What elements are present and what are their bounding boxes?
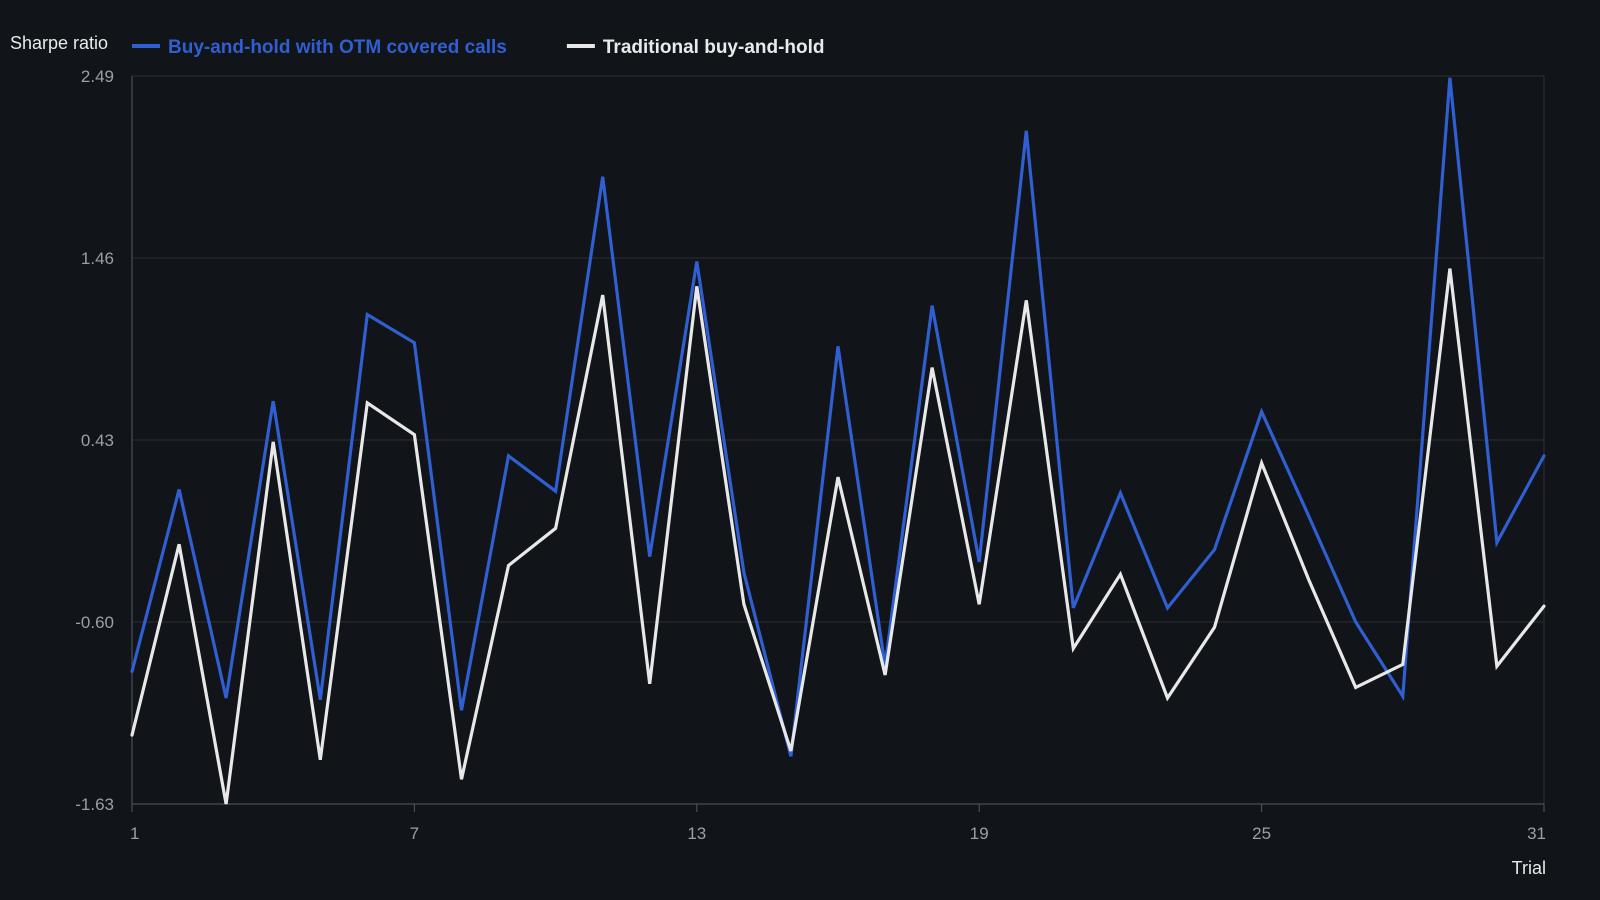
x-tick-label: 19	[970, 824, 989, 843]
y-tick-label: 0.43	[81, 431, 114, 450]
grid	[132, 75, 1545, 805]
legend: Buy-and-hold with OTM covered calls Tradi…	[132, 37, 825, 58]
series-line-traditional	[130, 268, 1546, 805]
x-tick-label: 13	[687, 824, 706, 843]
x-tick-label: 25	[1252, 824, 1271, 843]
y-tick-label: 2.49	[81, 67, 114, 86]
y-tick-label: -1.63	[75, 795, 114, 814]
legend-item-label: Buy-and-hold with OTM covered calls	[168, 37, 507, 58]
x-tick-label: 31	[1527, 824, 1546, 843]
legend-item-label: Traditional buy-and-hold	[603, 37, 825, 58]
y-tick-label: 1.46	[81, 249, 114, 268]
series-lines	[130, 77, 1546, 805]
y-tick-label: -0.60	[75, 613, 114, 632]
x-axis-title: Trial	[1512, 858, 1546, 878]
series-line-covered-calls	[130, 77, 1546, 757]
x-tick-label: 7	[410, 824, 419, 843]
axes: 2.49 1.46 0.43 -0.60 -1.63 1 7 13 19 25 31	[75, 67, 1546, 843]
y-axis-title: Sharpe ratio	[10, 33, 108, 53]
x-tick-label: 1	[130, 824, 139, 843]
